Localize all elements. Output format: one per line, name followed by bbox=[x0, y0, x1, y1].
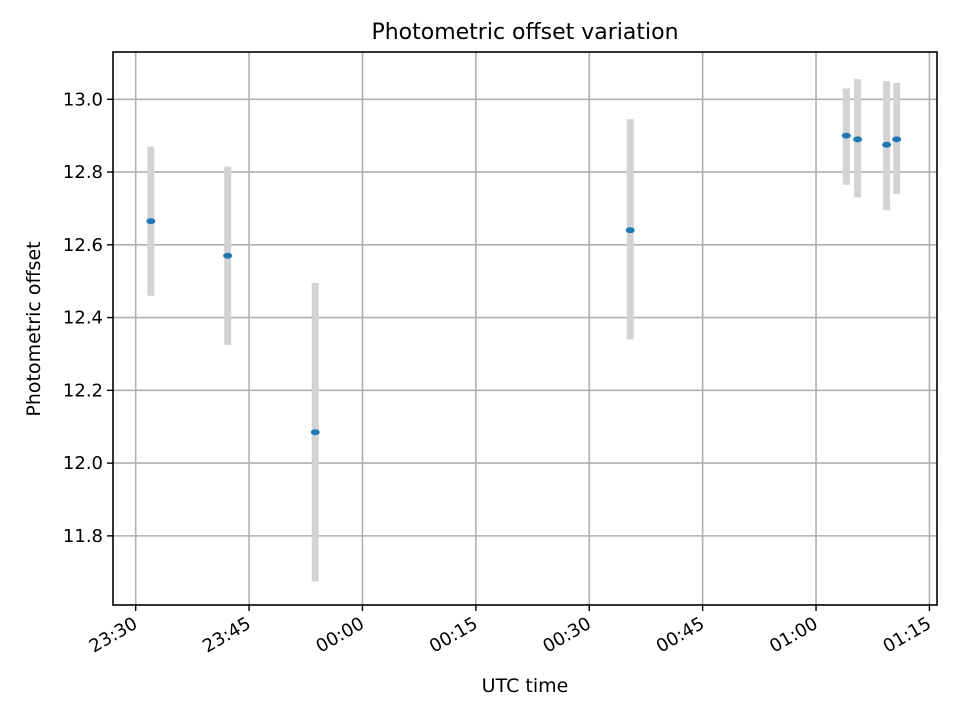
data-point bbox=[310, 429, 320, 436]
y-tick-label: 12.4 bbox=[63, 308, 103, 329]
y-axis-ticks: 11.8 12.0 12.2 12.4 12.6 12.8 13.0 bbox=[63, 89, 113, 547]
x-tick-label: 00:30 bbox=[539, 613, 594, 657]
data-point bbox=[841, 132, 851, 139]
y-tick-label: 11.8 bbox=[63, 526, 103, 547]
grid bbox=[113, 52, 937, 605]
y-tick-label: 12.0 bbox=[63, 453, 103, 474]
y-tick-label: 12.2 bbox=[63, 380, 103, 401]
y-axis-label: Photometric offset bbox=[23, 241, 45, 416]
chart-title: Photometric offset variation bbox=[371, 20, 678, 45]
y-tick-label: 12.6 bbox=[63, 235, 103, 256]
x-axis-label: UTC time bbox=[482, 675, 569, 697]
data-point bbox=[853, 136, 863, 143]
data-point bbox=[882, 141, 892, 148]
data-point bbox=[892, 136, 902, 143]
data-point bbox=[625, 227, 635, 234]
x-axis-ticks: 23:30 23:45 00:00 00:15 00:30 00:45 01:00 01:15 bbox=[86, 605, 935, 657]
x-tick-label: 01:00 bbox=[766, 613, 821, 657]
error-bars bbox=[147, 79, 901, 582]
y-tick-label: 12.8 bbox=[63, 162, 103, 183]
x-tick-label: 00:15 bbox=[426, 613, 481, 657]
data-point bbox=[146, 218, 156, 225]
x-tick-label: 01:15 bbox=[880, 613, 935, 657]
x-tick-label: 00:00 bbox=[313, 613, 368, 657]
x-tick-label: 00:45 bbox=[653, 613, 708, 657]
data-points bbox=[146, 132, 902, 436]
x-tick-label: 23:45 bbox=[199, 613, 254, 657]
data-point bbox=[223, 252, 233, 259]
x-tick-label: 23:30 bbox=[86, 613, 141, 657]
y-tick-label: 13.0 bbox=[63, 89, 103, 110]
plot-frame bbox=[112, 51, 938, 606]
